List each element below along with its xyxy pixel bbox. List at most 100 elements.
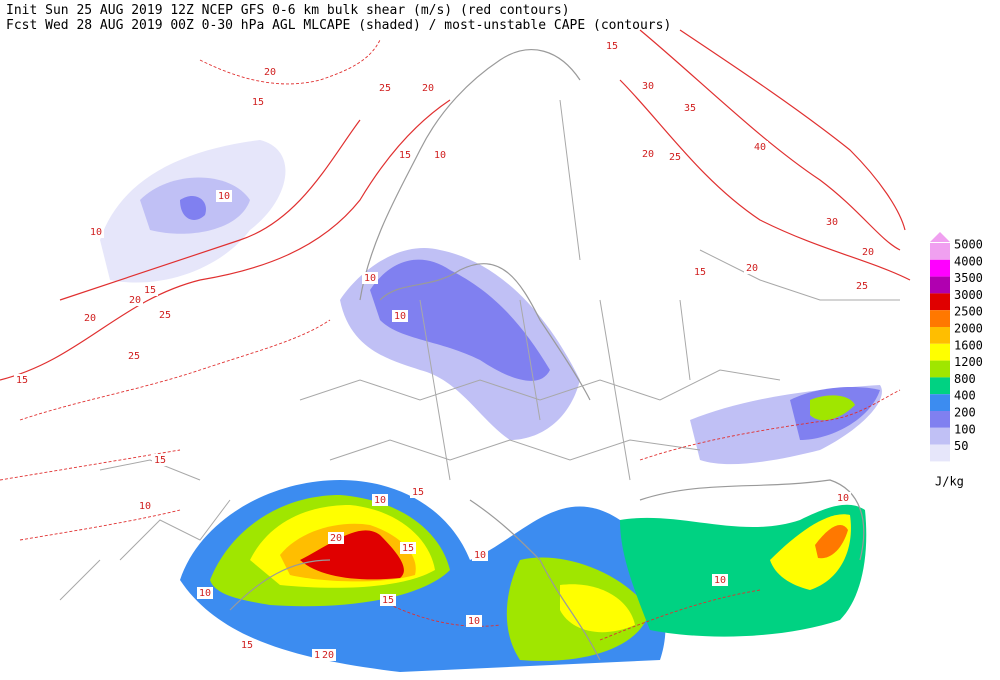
contour-label-box bbox=[472, 549, 488, 561]
legend-unit: J/kg bbox=[935, 475, 964, 489]
contour-label-box bbox=[14, 374, 30, 386]
legend-swatch bbox=[930, 310, 950, 327]
legend-label: 5000 bbox=[954, 238, 983, 252]
contour-label: 10 bbox=[139, 501, 151, 512]
legend-label: 800 bbox=[954, 372, 976, 386]
contour-label-box bbox=[152, 454, 168, 466]
contour-label: 15 bbox=[399, 150, 411, 161]
contour-label-box bbox=[320, 649, 336, 661]
contour-label-box bbox=[604, 40, 620, 52]
contour-label-box bbox=[692, 266, 708, 278]
contour-label: 10 bbox=[374, 495, 386, 506]
legend-label: 4000 bbox=[954, 254, 983, 268]
contour-label: 25 bbox=[128, 351, 140, 362]
contour-label: 25 bbox=[159, 310, 171, 321]
contour-label-box bbox=[157, 309, 173, 321]
contour-label: 15 bbox=[252, 97, 264, 108]
legend-arrow bbox=[930, 232, 950, 242]
contour-label-box bbox=[860, 246, 876, 258]
contour-label-box bbox=[835, 492, 851, 504]
contour-label: 15 bbox=[606, 41, 618, 52]
legend-label: 200 bbox=[954, 406, 976, 420]
contour-label: 25 bbox=[669, 152, 681, 163]
contour-label: 20 bbox=[330, 533, 342, 544]
legend-swatch bbox=[930, 343, 950, 361]
legend-label: 400 bbox=[954, 389, 976, 403]
contour-label-box bbox=[362, 272, 378, 284]
contour-label: 30 bbox=[642, 81, 654, 92]
contour-label: 20 bbox=[746, 263, 758, 274]
contour-label-box bbox=[197, 587, 213, 599]
legend-swatch bbox=[930, 293, 950, 311]
contour-label-box bbox=[126, 350, 142, 362]
contour-label: 10 bbox=[90, 227, 102, 238]
contour-label: 20 bbox=[422, 83, 434, 94]
legend-label: 3000 bbox=[954, 288, 983, 302]
contour-label-box bbox=[432, 149, 448, 161]
contour-label: 20 bbox=[642, 149, 654, 160]
contour-label: 20 bbox=[129, 295, 141, 306]
contour-label: 20 bbox=[264, 67, 276, 78]
contour-label: 10 bbox=[199, 588, 211, 599]
contour-label: 20 bbox=[84, 313, 96, 324]
legend-label: 1200 bbox=[954, 355, 983, 369]
legend-swatch bbox=[930, 411, 950, 428]
contour-label: 10 bbox=[218, 191, 230, 202]
legend-swatch bbox=[930, 276, 950, 294]
legend-swatch bbox=[930, 377, 950, 395]
contour-label-box bbox=[410, 486, 426, 498]
legend-label: 1600 bbox=[954, 338, 983, 352]
legend-label: 3500 bbox=[954, 271, 983, 285]
contour-label-box bbox=[216, 190, 232, 202]
legend-swatch bbox=[930, 360, 950, 378]
legend-swatch bbox=[930, 243, 950, 260]
contour-label: 15 bbox=[382, 595, 394, 606]
legend-swatch bbox=[930, 327, 950, 344]
contour-label-box bbox=[88, 226, 104, 238]
legend-swatch bbox=[930, 427, 950, 445]
legend-label: 2500 bbox=[954, 305, 983, 319]
contour-label: 10 bbox=[474, 550, 486, 561]
header-line: Init Sun 25 AUG 2019 12Z NCEP GFS 0-6 km… bbox=[6, 3, 570, 18]
legend: 5000 4000 3500 3000 2500 2000 1600 1200 800 400 20… bbox=[930, 232, 983, 489]
contour-label: 10 bbox=[468, 616, 480, 627]
contour-label-box bbox=[137, 500, 153, 512]
contour-label-box bbox=[466, 615, 482, 627]
contour-label: 10 bbox=[714, 575, 726, 586]
contour-label-box bbox=[824, 216, 840, 228]
contour-label-box bbox=[380, 594, 396, 606]
legend-swatch bbox=[930, 394, 950, 411]
contour-label-box bbox=[420, 82, 436, 94]
contour-label: 25 bbox=[379, 83, 391, 94]
contour-label-box bbox=[640, 80, 656, 92]
contour-label: 15 bbox=[694, 267, 706, 278]
contour-label: 15 bbox=[154, 455, 166, 466]
contour-label-box bbox=[127, 294, 143, 306]
contour-label-box bbox=[82, 312, 98, 324]
contour-label-box bbox=[377, 82, 393, 94]
contour-label-box bbox=[262, 66, 278, 78]
contour-label-box bbox=[667, 151, 683, 163]
legend-swatch bbox=[930, 444, 950, 462]
contour-label: 10 bbox=[434, 150, 446, 161]
contour-label: 15 bbox=[241, 640, 253, 651]
contour-labels: 2015252015302510103520254030201520252015… bbox=[14, 40, 876, 661]
contour-label-box bbox=[239, 639, 255, 651]
legend-label: 2000 bbox=[954, 322, 983, 336]
contour-label: 40 bbox=[754, 142, 766, 153]
contour-label-box bbox=[392, 310, 408, 322]
legend-swatch bbox=[930, 259, 950, 277]
contour-label: 20 bbox=[322, 650, 334, 661]
contour-label-box bbox=[744, 262, 760, 274]
header-line: Fcst Wed 28 AUG 2019 00Z 0-30 hPa AGL ML… bbox=[6, 18, 671, 33]
contour-label: 15 bbox=[144, 285, 156, 296]
contour-label: 35 bbox=[684, 103, 696, 114]
legend-label: 100 bbox=[954, 422, 976, 436]
contour-label: 20 bbox=[862, 247, 874, 258]
contour-label: 15 bbox=[402, 543, 414, 554]
cape-shading bbox=[100, 140, 882, 672]
contour-label-box bbox=[142, 284, 158, 296]
contour-label: 10 bbox=[837, 493, 849, 504]
contour-label: 15 bbox=[412, 487, 424, 498]
